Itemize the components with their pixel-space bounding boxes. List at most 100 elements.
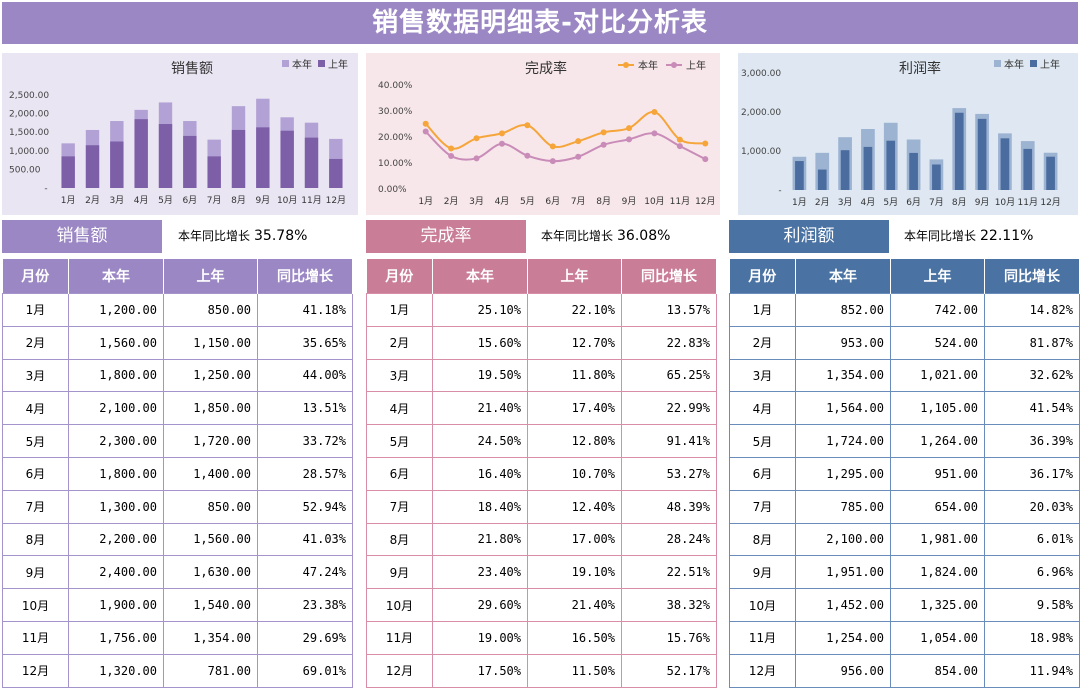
table-row: 12月 956.00 854.00 11.94%: [729, 653, 1080, 688]
x-tick-label: 11月: [670, 196, 690, 207]
table-row: 11月 1,756.00 1,354.00 29.69%: [2, 620, 353, 655]
y-tick-label: -: [778, 186, 781, 196]
table-row: 3月 1,800.00 1,250.00 44.00%: [2, 358, 353, 393]
point-this-year: [575, 138, 582, 145]
cell-last-year: 1,850.00: [163, 391, 258, 426]
cell-month: 1月: [366, 293, 433, 327]
cell-month: 6月: [729, 456, 796, 491]
point-last-year: [549, 158, 556, 165]
point-this-year: [626, 125, 633, 132]
cell-this-year: 1,951.00: [795, 555, 891, 590]
chart-title: 利润率: [899, 60, 941, 77]
y-tick-label: 1,500.00: [9, 128, 49, 138]
table-row: 6月 16.40% 10.70% 53.27%: [366, 456, 717, 491]
y-tick-label: 2,000.00: [9, 110, 49, 120]
point-this-year: [549, 143, 556, 150]
cell-month: 2月: [366, 325, 433, 360]
sales-growth-label: 本年同比增长: [178, 229, 251, 243]
y-tick-label: 2,500.00: [9, 91, 49, 101]
cell-month: 3月: [729, 358, 796, 393]
cell-this-year: 953.00: [795, 325, 891, 360]
cell-yoy: 22.83%: [621, 325, 717, 360]
cell-month: 4月: [366, 391, 433, 426]
legend-swatch: [1030, 60, 1037, 67]
point-last-year: [448, 152, 455, 159]
cell-yoy: 48.39%: [621, 489, 717, 524]
x-tick-label: 10月: [277, 195, 297, 206]
table-row: 1月 1,200.00 850.00 41.18%: [2, 293, 353, 327]
cell-last-year: 11.50%: [527, 653, 622, 688]
table-row: 10月 1,900.00 1,540.00 23.38%: [2, 588, 353, 622]
cell-yoy: 41.18%: [257, 293, 353, 327]
y-tick-label: 500.00: [9, 165, 41, 175]
point-last-year: [676, 143, 683, 150]
cell-month: 11月: [366, 620, 433, 655]
y-tick-label: 10.00%: [378, 159, 413, 169]
x-tick-label: 6月: [182, 195, 197, 206]
cell-month: 10月: [729, 588, 796, 622]
bar-last-year: [158, 124, 173, 188]
cell-this-year: 1,354.00: [795, 358, 891, 393]
cell-last-year: 1,150.00: [163, 325, 258, 360]
col-this-year: 本年: [432, 259, 528, 294]
x-tick-label: 4月: [861, 197, 876, 208]
table-row: 11月 1,254.00 1,054.00 18.98%: [729, 620, 1080, 655]
bar-last-year: [134, 119, 148, 188]
cell-yoy: 81.87%: [984, 325, 1080, 360]
cell-yoy: 14.82%: [984, 293, 1080, 327]
cell-month: 1月: [2, 293, 69, 327]
x-tick-label: 8月: [596, 196, 611, 207]
col-this-year: 本年: [795, 259, 891, 294]
col-yoy: 同比增长: [621, 259, 717, 294]
bar-last-year: [231, 129, 246, 188]
cell-month: 4月: [729, 391, 796, 426]
x-tick-label: 3月: [469, 196, 484, 207]
x-tick-label: 7月: [571, 196, 586, 207]
cell-last-year: 12.70%: [527, 325, 622, 360]
cell-this-year: 21.80%: [432, 522, 528, 557]
cell-yoy: 28.24%: [621, 522, 717, 557]
cell-month: 6月: [366, 456, 433, 491]
table-row: 10月 1,452.00 1,325.00 9.58%: [729, 588, 1080, 622]
cell-this-year: 2,100.00: [68, 391, 164, 426]
x-tick-label: 5月: [520, 196, 535, 207]
cell-last-year: 781.00: [163, 653, 258, 688]
x-tick-label: 12月: [695, 196, 715, 207]
cell-month: 9月: [729, 555, 796, 590]
bar-last-year: [1023, 148, 1033, 190]
x-tick-label: 11月: [301, 195, 321, 206]
table-row: 5月 24.50% 12.80% 91.41%: [366, 424, 717, 458]
cell-last-year: 1,325.00: [890, 588, 985, 622]
legend-swatch: [282, 60, 289, 67]
cell-month: 2月: [729, 325, 796, 360]
point-this-year: [524, 122, 531, 129]
cell-last-year: 11.80%: [527, 358, 622, 393]
point-last-year: [422, 128, 429, 135]
bar-last-year: [863, 146, 873, 190]
cell-this-year: 23.40%: [432, 555, 528, 590]
point-last-year: [473, 155, 480, 162]
x-tick-label: 2月: [444, 196, 459, 207]
table-row: 10月 29.60% 21.40% 38.32%: [366, 588, 717, 622]
x-tick-label: 4月: [495, 196, 510, 207]
x-tick-label: 2月: [815, 197, 830, 208]
cell-last-year: 1,720.00: [163, 424, 258, 458]
cell-this-year: 2,300.00: [68, 424, 164, 458]
cell-last-year: 1,354.00: [163, 620, 258, 655]
bar-last-year: [932, 164, 941, 190]
table-row: 9月 23.40% 19.10% 22.51%: [366, 555, 717, 590]
bar-last-year: [304, 137, 319, 188]
cell-month: 9月: [366, 555, 433, 590]
cell-this-year: 1,800.00: [68, 456, 164, 491]
cell-this-year: 29.60%: [432, 588, 528, 622]
x-tick-label: 10月: [644, 196, 664, 207]
cell-last-year: 1,540.00: [163, 588, 258, 622]
x-tick-label: 6月: [545, 196, 560, 207]
table-row: 5月 1,724.00 1,264.00 36.39%: [729, 424, 1080, 458]
cell-month: 7月: [729, 489, 796, 524]
profit-growth-label: 本年同比增长: [904, 229, 977, 243]
cell-yoy: 22.99%: [621, 391, 717, 426]
cell-month: 3月: [366, 358, 433, 393]
cell-last-year: 12.80%: [527, 424, 622, 458]
table-row: 7月 785.00 654.00 20.03%: [729, 489, 1080, 524]
